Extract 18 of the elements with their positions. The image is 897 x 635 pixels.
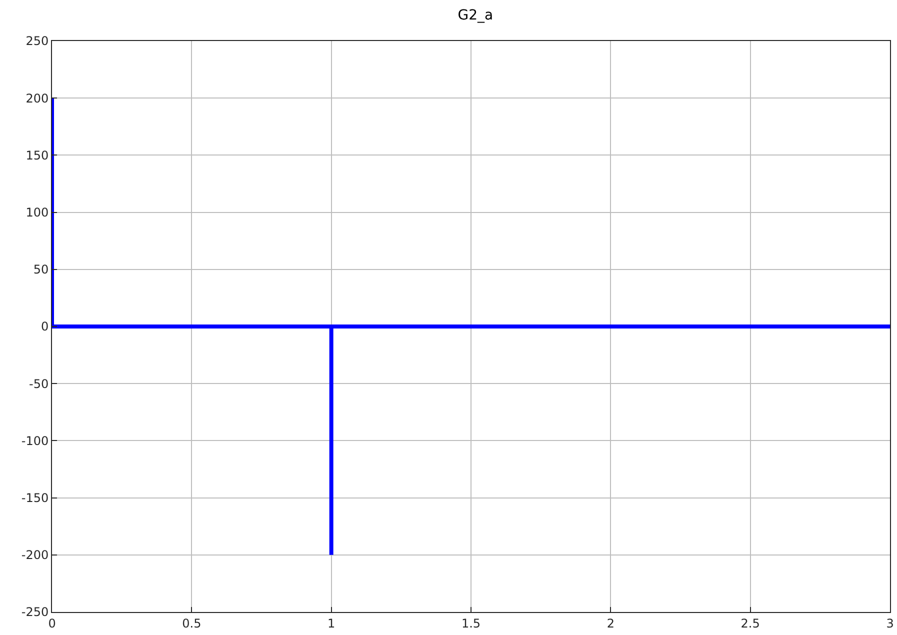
y-tick-label: 50	[33, 262, 49, 277]
y-tick-label: 0	[40, 320, 49, 334]
y-tick-label: -50	[28, 376, 49, 391]
y-tick-label: 100	[26, 206, 49, 220]
x-tick-label: 2.5	[740, 616, 760, 630]
y-tick-label: 150	[26, 148, 49, 162]
chart-title: G2_a	[458, 7, 494, 24]
y-tick-label: -200	[21, 548, 49, 562]
x-tick-label: 0.5	[182, 616, 202, 630]
y-tick-label: 200	[26, 91, 49, 106]
y-tick-label: -150	[21, 491, 49, 505]
y-tick-label: 250	[26, 34, 49, 48]
y-tick-label: -250	[21, 605, 49, 620]
x-tick-label: 2	[606, 616, 614, 630]
x-tick-label: 3	[886, 616, 894, 630]
y-tick-label: -100	[21, 434, 49, 448]
x-tick-label: 1	[328, 616, 336, 630]
x-tick-label: 1.5	[461, 616, 481, 630]
